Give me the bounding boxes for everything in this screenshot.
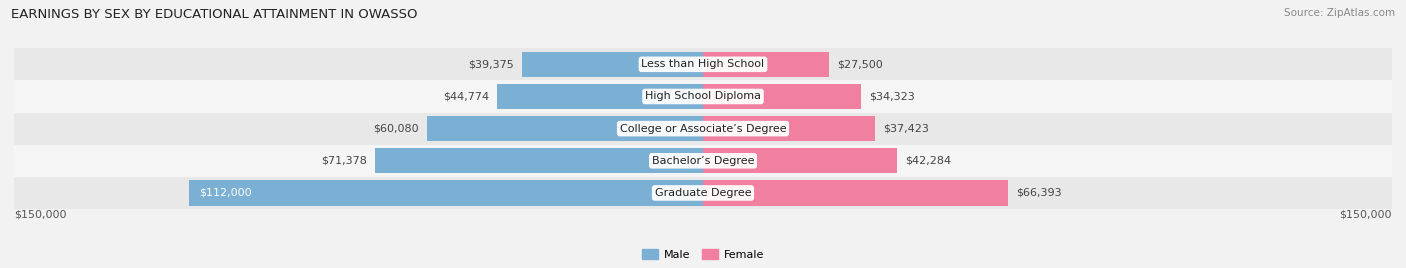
Text: $44,774: $44,774: [443, 91, 489, 102]
Text: $37,423: $37,423: [883, 124, 929, 134]
Text: $66,393: $66,393: [1017, 188, 1062, 198]
Bar: [14, 145, 1392, 177]
Bar: [14, 177, 1392, 209]
Text: College or Associate’s Degree: College or Associate’s Degree: [620, 124, 786, 134]
Text: Less than High School: Less than High School: [641, 59, 765, 69]
Text: $34,323: $34,323: [869, 91, 915, 102]
Text: $150,000: $150,000: [1340, 209, 1392, 219]
Text: $39,375: $39,375: [468, 59, 513, 69]
Bar: [498, 84, 703, 109]
Text: $112,000: $112,000: [198, 188, 252, 198]
Text: $71,378: $71,378: [321, 156, 367, 166]
Bar: [14, 80, 1392, 113]
Text: Graduate Degree: Graduate Degree: [655, 188, 751, 198]
Bar: [703, 116, 875, 141]
Text: Bachelor’s Degree: Bachelor’s Degree: [652, 156, 754, 166]
Bar: [522, 52, 703, 77]
Text: $150,000: $150,000: [14, 209, 66, 219]
Bar: [703, 52, 830, 77]
Bar: [14, 48, 1392, 80]
Text: EARNINGS BY SEX BY EDUCATIONAL ATTAINMENT IN OWASSO: EARNINGS BY SEX BY EDUCATIONAL ATTAINMEN…: [11, 8, 418, 21]
Bar: [703, 148, 897, 173]
Bar: [188, 180, 703, 206]
Bar: [427, 116, 703, 141]
Text: High School Diploma: High School Diploma: [645, 91, 761, 102]
Text: $60,080: $60,080: [373, 124, 419, 134]
Text: Source: ZipAtlas.com: Source: ZipAtlas.com: [1284, 8, 1395, 18]
Bar: [703, 180, 1008, 206]
Text: $42,284: $42,284: [905, 156, 952, 166]
Bar: [14, 113, 1392, 145]
Bar: [703, 84, 860, 109]
Bar: [375, 148, 703, 173]
Legend: Male, Female: Male, Female: [637, 245, 769, 265]
Text: $27,500: $27,500: [838, 59, 883, 69]
